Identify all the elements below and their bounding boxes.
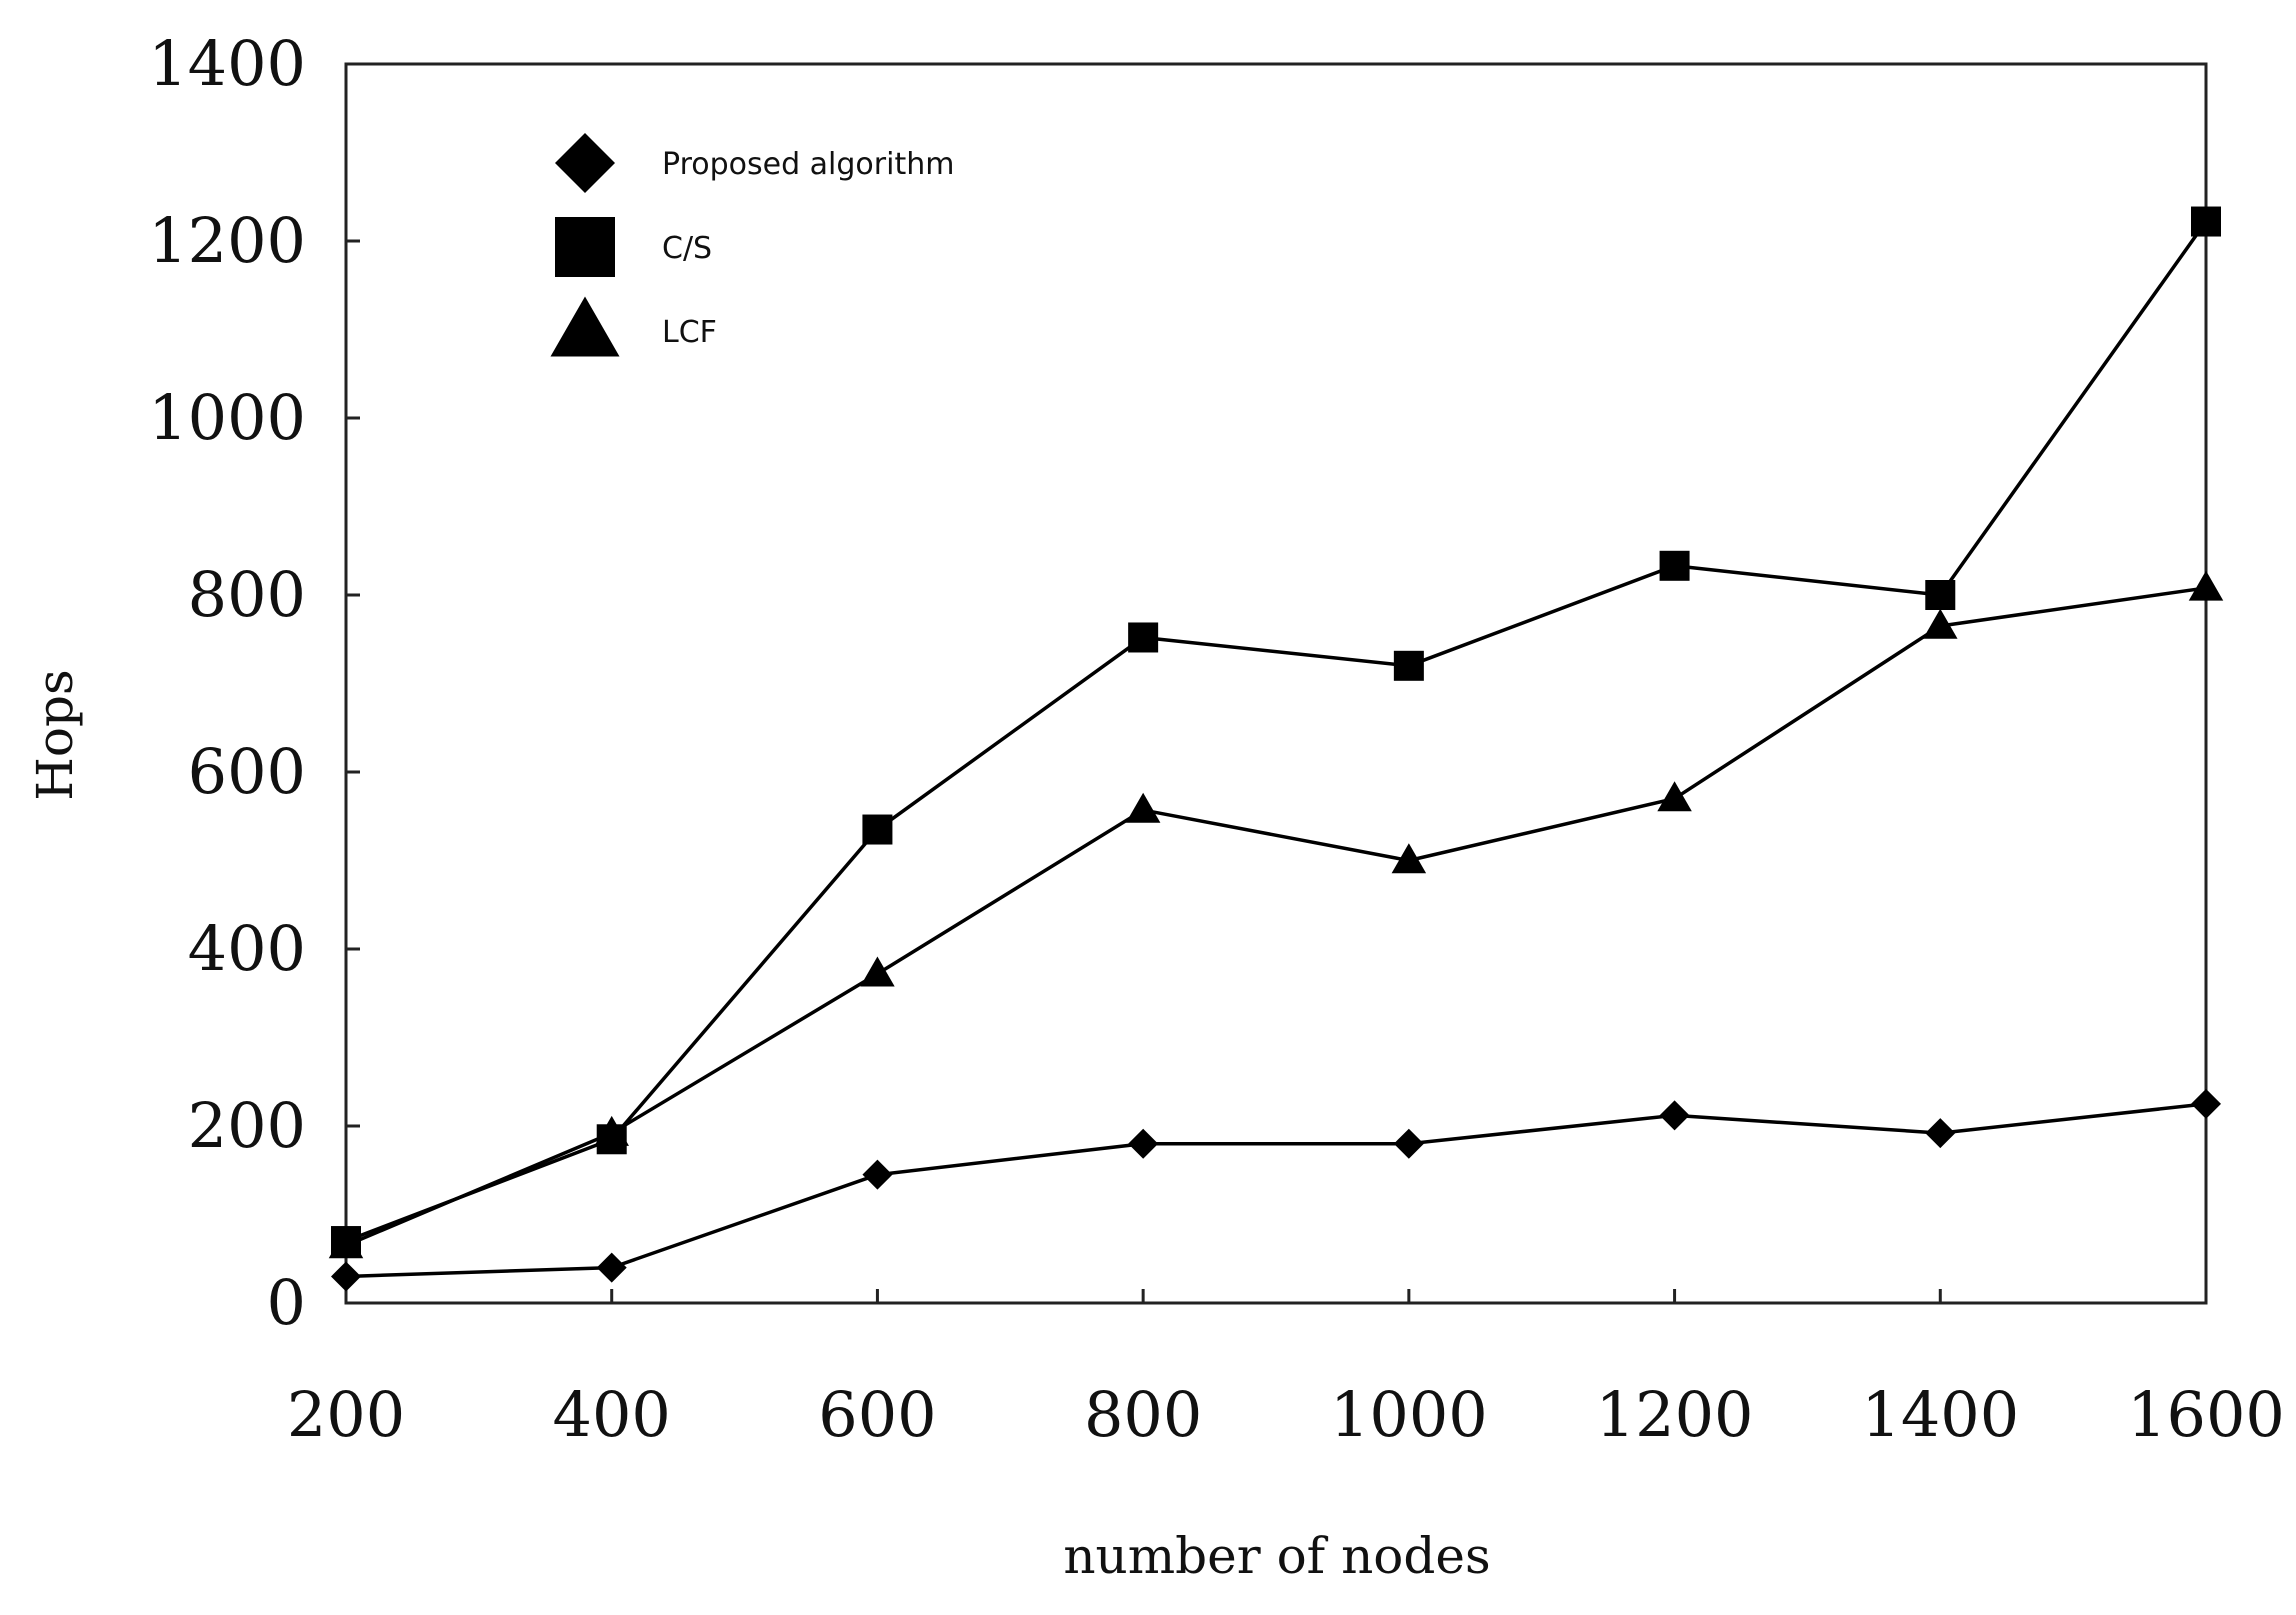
x-tick-label: 800: [1084, 1378, 1202, 1451]
x-tick-label: 1400: [1861, 1378, 2019, 1451]
data-point-diamond: [331, 1261, 361, 1292]
y-tick-label: 800: [188, 558, 306, 631]
data-point-triangle: [1391, 843, 1427, 874]
y-tick-label: 200: [188, 1089, 306, 1162]
legend-marker-square: [555, 217, 615, 277]
y-tick-label: 1200: [148, 204, 306, 277]
y-tick-label: 600: [188, 735, 306, 808]
data-point-square: [862, 814, 893, 845]
data-point-diamond: [596, 1252, 627, 1283]
data-point-triangle: [594, 1115, 629, 1146]
data-point-triangle: [328, 1228, 364, 1259]
x-tick-label: 1600: [2127, 1378, 2285, 1451]
y-tick-label: 0: [267, 1266, 306, 1339]
data-point-diamond: [862, 1159, 893, 1190]
data-point-diamond: [1393, 1128, 1424, 1159]
data-point-square: [1925, 580, 1956, 610]
data-point-triangle: [1657, 781, 1692, 812]
series-line-triangle: [345, 586, 2207, 1248]
data-point-diamond: [1925, 1118, 1956, 1149]
legend-label: LCF: [662, 315, 717, 350]
x-tick-label: 1200: [1596, 1378, 1754, 1451]
legend-label: Proposed algorithm: [662, 147, 954, 182]
y-axis-title: Hops: [26, 669, 84, 800]
legend-marker-diamond: [555, 133, 615, 193]
data-point-diamond: [2191, 1088, 2221, 1119]
x-axis-title: number of nodes: [1063, 1527, 1490, 1585]
data-point-square: [1393, 650, 1424, 681]
y-tick-label: 400: [188, 912, 306, 985]
data-point-triangle: [860, 956, 895, 987]
data-point-square: [2191, 206, 2221, 237]
x-tick-label: 1000: [1330, 1378, 1488, 1451]
data-point-triangle: [1923, 608, 1958, 639]
series-line-square: [345, 220, 2208, 1243]
x-tick-label: 400: [553, 1378, 671, 1451]
series-line-diamond: [345, 1102, 2207, 1279]
data-point-triangle: [2188, 570, 2224, 601]
data-point-triangle: [1125, 792, 1161, 823]
x-tick-label: 600: [818, 1378, 936, 1451]
plot-frame: [344, 62, 2208, 1305]
legend-marker-triangle: [550, 296, 620, 357]
data-point-diamond: [1659, 1100, 1690, 1131]
data-point-square: [1659, 550, 1690, 581]
y-tick-label: 1000: [148, 381, 306, 454]
legend-label: C/S: [662, 231, 712, 266]
y-tick-label: 1400: [148, 27, 306, 100]
data-point-square: [1128, 622, 1159, 653]
x-tick-label: 200: [287, 1378, 405, 1451]
data-point-diamond: [1128, 1128, 1159, 1159]
